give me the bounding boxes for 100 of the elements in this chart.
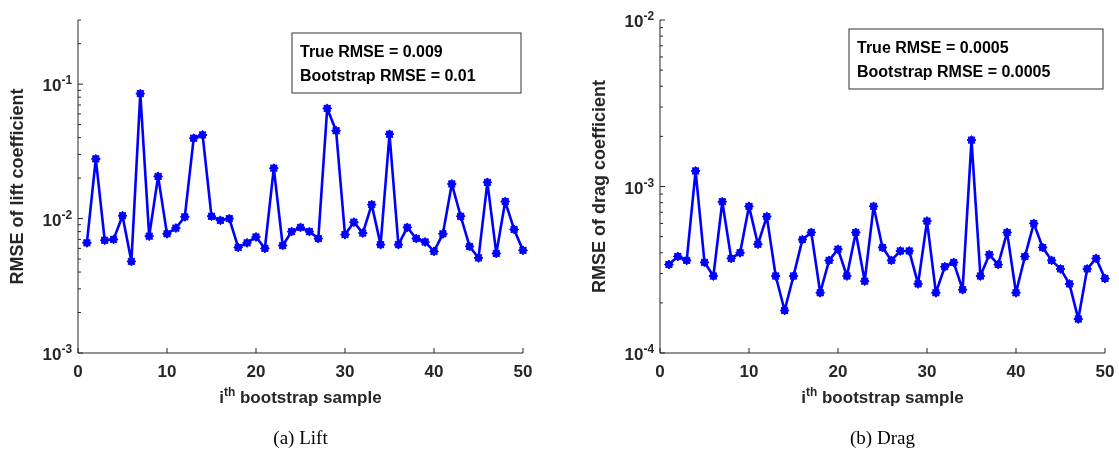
x-axis-title: i$^{th}$ bootstrap sample [219,385,382,407]
point [1073,314,1084,325]
y-tick-label: 10$^{-3}$ [42,342,73,364]
point [233,242,244,253]
y-tick-label: 10$^{-2}$ [42,207,73,230]
text: (b) Drag [850,427,916,449]
point [850,227,861,238]
point [313,233,324,244]
point [1055,263,1066,274]
point [429,246,439,257]
point [197,129,208,140]
point [841,271,852,282]
point [366,199,377,210]
point [904,245,915,256]
y-tick-label: 10$^{-3}$ [624,175,655,198]
point [690,165,701,176]
x-tick-label: 20 [246,362,266,381]
point [375,239,386,250]
point [162,228,172,239]
point [1019,251,1030,262]
point [806,227,817,238]
point [251,231,261,242]
point [286,226,297,237]
point [833,244,843,255]
point [1046,255,1057,266]
point [473,252,484,263]
point [117,210,128,221]
x-tick-label: 30 [335,362,355,381]
point [672,251,683,262]
point [402,222,413,233]
point [259,243,270,254]
point [331,125,342,136]
point [144,231,155,242]
point [348,217,359,228]
point [726,253,737,264]
point [242,237,253,248]
point [411,233,422,244]
y-tick-label: 10$^{-4}$ [624,342,655,364]
point [518,245,528,256]
point [446,178,457,189]
point [135,88,146,99]
point [770,271,781,282]
point [824,255,835,266]
point [464,241,475,252]
x-tick-label: 0 [655,362,665,381]
point [420,236,431,247]
point [788,271,799,282]
point [681,255,692,266]
x-tick-label: 40 [1006,362,1026,381]
point [188,133,199,144]
point [224,213,235,224]
x-tick-label: 10 [739,362,759,381]
point [1037,242,1048,253]
point [340,229,350,240]
x-tick-label: 0 [73,362,83,381]
x-tick-label: 40 [424,362,444,381]
point [206,211,217,222]
text-box: True RMSE = 0.009 Bootstrap RMSE = 0.01 [291,32,522,94]
text: (a) Lift [273,427,329,449]
y-axis-title: RMSE of drag coefficient [589,79,609,294]
point [437,228,448,239]
annotation: True RMSE = 0.009 [300,43,443,60]
point [81,237,92,248]
point [1028,218,1039,229]
point [90,153,101,164]
point [500,196,511,207]
point [1100,273,1110,284]
x-tick-label: 20 [828,362,848,381]
point [509,224,520,235]
point [877,242,888,253]
point [170,223,181,234]
point [993,259,1004,270]
point [761,211,772,222]
point [779,305,790,316]
x-tick-label: 50 [513,362,533,381]
point [975,271,986,282]
point [939,261,950,272]
point [735,247,746,258]
annotation: Bootstrap RMSE = 0.0005 [857,63,1051,80]
point [752,239,763,250]
point [1091,253,1102,264]
point [797,234,808,245]
point [455,211,466,222]
x-axis-title: i$^{th}$ bootstrap sample [801,385,964,407]
point [1002,227,1013,238]
point [699,257,710,268]
point [322,103,333,114]
annotation: True RMSE = 0.0005 [857,39,1009,56]
point [948,257,959,268]
point [717,196,728,207]
point [1064,278,1075,289]
point [984,249,995,260]
point [491,248,502,259]
x-tick-label: 30 [917,362,937,381]
x-tick-label: 50 [1095,362,1115,381]
point [1082,263,1093,274]
point [108,234,119,245]
point [708,271,719,282]
point [886,255,897,266]
text-box: True RMSE = 0.0005 Bootstrap RMSE = 0.0005 [848,28,1104,90]
